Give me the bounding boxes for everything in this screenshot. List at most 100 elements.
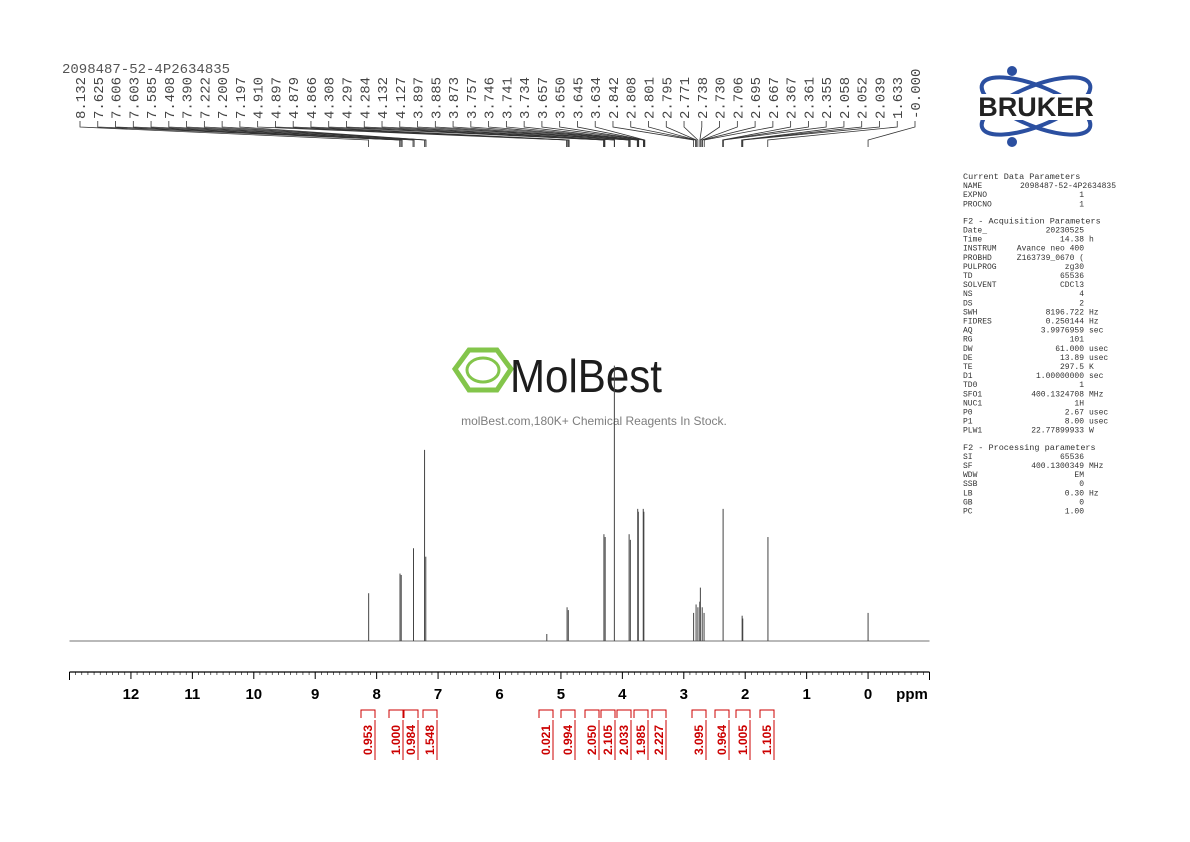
peak-label: 3.746 (483, 77, 499, 119)
param-name: SOLVENT (963, 281, 997, 290)
param-name: PROCNO (963, 200, 992, 209)
integral-bracket (616, 709, 632, 718)
peak-connector (399, 121, 615, 147)
param-name: INSTRUM (963, 245, 997, 254)
integral-bracket (651, 709, 667, 718)
peak-label: 3.657 (536, 77, 552, 119)
peak-label: 2.771 (678, 77, 694, 119)
logo-text: BRUKER (978, 92, 1094, 122)
peak-connector (683, 121, 699, 147)
integral-label: 3.095 (692, 725, 706, 755)
peak-label: 3.734 (518, 77, 534, 119)
peak-label: 4.910 (252, 77, 268, 119)
param-value: 1.00 (1065, 508, 1084, 517)
section-heading: F2 - Acquisition Parameters (963, 216, 1101, 226)
param-name: PC (963, 508, 973, 517)
peak-connector (630, 121, 696, 147)
peak-label: 2.738 (696, 77, 712, 119)
param-name: NS (963, 290, 973, 299)
watermark: MolBest molBest.com,180K+ Chemical Reage… (451, 347, 727, 428)
param-value: 65536 (1060, 272, 1084, 281)
param-unit: h (1089, 236, 1094, 245)
peak-label: 4.297 (340, 77, 356, 119)
param-name: LB (963, 489, 973, 498)
x-axis-label: ppm (896, 686, 928, 703)
param-value: 1 (1079, 381, 1084, 390)
peak-connector (275, 121, 568, 147)
param-value: 1 (1079, 191, 1084, 200)
peak-label: 2.808 (625, 77, 641, 119)
param-name: DE (963, 354, 973, 363)
param-name: TD (963, 272, 973, 281)
watermark-subtitle: molBest.com,180K+ Chemical Reagents In S… (461, 414, 727, 428)
param-value: 4 (1079, 290, 1084, 299)
integral-label: 2.033 (617, 725, 631, 755)
param-name: PROBHD (963, 254, 992, 263)
x-tick-label: 10 (245, 686, 262, 703)
param-unit: usec (1089, 354, 1108, 363)
param-unit: Hz (1089, 318, 1099, 327)
param-value: 0 (1079, 498, 1084, 507)
param-value: 13.89 (1060, 354, 1084, 363)
param-unit: MHz (1089, 390, 1104, 399)
peak-label: 3.885 (429, 77, 445, 119)
param-value: 400.1300349 (1031, 462, 1084, 471)
peak-connector (742, 121, 880, 147)
peak-connector (417, 121, 630, 147)
integral-bracket (360, 709, 376, 718)
peak-label: 7.408 (163, 77, 179, 119)
integral-bracket (735, 709, 751, 718)
chart-title: 2098487-52-4P2634835 (62, 62, 230, 78)
param-name: Time (963, 236, 982, 245)
param-name: SWH (963, 308, 978, 317)
param-name: EXPNO (963, 191, 987, 200)
param-name: Date_ (963, 227, 987, 236)
peak-label: 2.795 (660, 77, 676, 119)
param-name: AQ (963, 327, 973, 336)
peak-label: 8.132 (74, 77, 90, 119)
peak-connector (434, 121, 630, 147)
peak-connector (346, 121, 605, 147)
peak-label: 1.633 (891, 77, 907, 119)
param-value: 65536 (1060, 453, 1084, 462)
integral-label: 1.005 (736, 725, 750, 755)
x-tick-label: 1 (802, 686, 810, 703)
peak-label: 2.801 (643, 77, 659, 119)
section-heading: Current Data Parameters (963, 172, 1080, 182)
peak-connector (702, 121, 756, 147)
peak-label: 4.284 (358, 77, 374, 119)
peak-label: 4.127 (394, 77, 410, 119)
integral-bracket (560, 709, 576, 718)
peak-connector (741, 121, 863, 147)
integral-bracket (714, 709, 730, 718)
peak-label: 7.606 (110, 77, 126, 119)
integral-label: 0.994 (561, 725, 575, 755)
bruker-logo: BRUKER (958, 66, 1116, 147)
param-value: CDCl3 (1060, 281, 1084, 290)
param-value: 297.5 (1060, 363, 1084, 372)
param-value: 8196.722 (1046, 308, 1085, 317)
peak-connector (723, 121, 827, 147)
param-name: PLW1 (963, 427, 982, 436)
peak-connector (328, 121, 604, 147)
peak-connector (203, 121, 425, 147)
param-unit: Hz (1089, 489, 1099, 498)
param-name: SSB (963, 480, 978, 489)
peak-label: 7.200 (216, 77, 232, 119)
section-heading: F2 - Processing parameters (963, 443, 1096, 453)
peak-connector (867, 121, 916, 147)
param-name: DS (963, 299, 973, 308)
peak-connector (310, 121, 570, 147)
peak-label: 2.730 (714, 77, 730, 119)
x-tick-label: 9 (311, 686, 319, 703)
param-name: RG (963, 336, 973, 345)
param-value: 61.000 (1055, 345, 1084, 354)
x-tick-label: 7 (434, 686, 442, 703)
peak-label: 4.866 (305, 77, 321, 119)
peak-label: 7.222 (198, 77, 214, 119)
param-value: 22.77899933 (1031, 427, 1084, 436)
param-value: 1 (1079, 200, 1084, 209)
